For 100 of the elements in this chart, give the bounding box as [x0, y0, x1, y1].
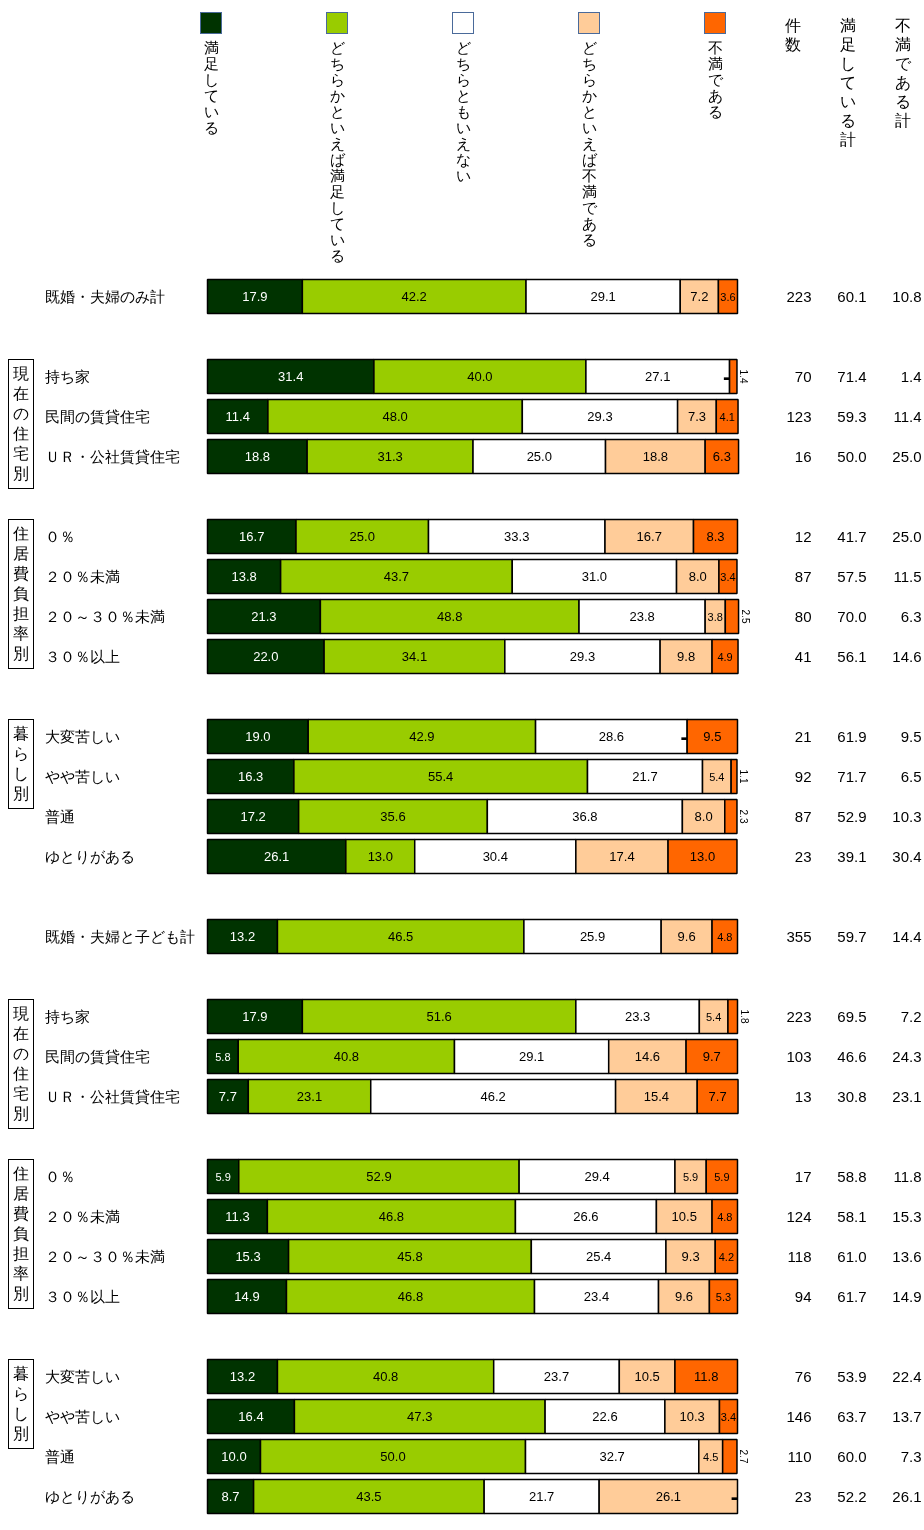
- data-label: 16.7: [636, 529, 662, 544]
- data-label: 2.7: [737, 1449, 749, 1464]
- text: 11.4: [893, 407, 922, 425]
- text: 53.9: [837, 1367, 867, 1385]
- data-label: 13.8: [231, 569, 257, 584]
- y-tick-label: ２０％未満: [44, 567, 120, 586]
- text: 住居費負担率別: [12, 1164, 30, 1304]
- data-label: 3.8: [707, 610, 723, 623]
- text: 13.7: [892, 1407, 922, 1425]
- text: 暮らし別: [12, 724, 30, 804]
- text: 70: [794, 367, 812, 385]
- data-label: 26.1: [655, 1489, 681, 1504]
- text: 現在の住宅別: [12, 364, 30, 484]
- data-label: 30.4: [482, 849, 508, 864]
- data-label: 3.6: [720, 290, 736, 303]
- data-label: 16.7: [239, 529, 265, 544]
- data-label: 50.0: [380, 1449, 406, 1464]
- y-tick-label: 民間の賃貸住宅: [44, 1047, 150, 1066]
- data-label: 36.8: [572, 809, 598, 824]
- data-label: 31.0: [581, 569, 608, 584]
- data-label: 28.6: [598, 729, 625, 744]
- text: 355: [786, 927, 812, 945]
- data-label: 43.5: [356, 1489, 382, 1504]
- text: 52.2: [837, 1487, 867, 1505]
- text: 56.1: [837, 647, 867, 665]
- text: 223: [786, 287, 812, 305]
- data-label: 2.5: [739, 609, 751, 624]
- data-label: 3.4: [720, 570, 736, 583]
- data-label: 23.1: [296, 1089, 323, 1104]
- data-label: 5.4: [706, 1010, 722, 1023]
- data-label: 18.8: [642, 449, 669, 464]
- data-label: 10.3: [679, 1409, 705, 1424]
- data-label: 9.8: [677, 649, 696, 664]
- data-label: 46.2: [480, 1089, 506, 1104]
- text: 15.3: [892, 1207, 922, 1225]
- text: 暮らし別: [12, 1364, 30, 1444]
- data-label: 11.8: [694, 1369, 719, 1384]
- data-label: 5.4: [709, 770, 725, 783]
- data-label: 13.2: [229, 1369, 256, 1384]
- data-label: 23.3: [624, 1009, 651, 1024]
- text: 1.4: [900, 367, 922, 385]
- data-label: 29.1: [590, 289, 616, 304]
- data-label: 7.3: [687, 409, 706, 424]
- data-label: 25.0: [349, 529, 375, 544]
- data-label: 29.1: [518, 1049, 545, 1064]
- text: 住居費負担率別: [12, 524, 30, 664]
- y-tick-label: ＵＲ・公社賃貸住宅: [44, 447, 180, 466]
- data-label: 45.8: [397, 1249, 423, 1264]
- y-tick-label: ゆとりがある: [44, 1487, 135, 1506]
- text: 17: [794, 1167, 812, 1185]
- data-label: 26.6: [573, 1209, 599, 1224]
- text: 23: [794, 1487, 812, 1505]
- text: 11.5: [893, 567, 922, 585]
- legend-label: 不満である: [706, 39, 724, 121]
- data-label: 17.4: [609, 849, 635, 864]
- y-tick-label: ゆとりがある: [44, 847, 135, 866]
- text: 41.7: [837, 527, 867, 545]
- data-label: 32.7: [599, 1449, 625, 1464]
- text: 6.5: [900, 767, 922, 785]
- text: 21: [794, 727, 812, 745]
- data-label: 31.4: [278, 369, 304, 384]
- text: どちらかといえば満足している: [329, 39, 345, 265]
- data-label: 25.4: [585, 1249, 612, 1264]
- y-tick-label: ２０％未満: [44, 1207, 120, 1226]
- data-label: 8.7: [221, 1489, 240, 1504]
- y-tick-label: ２０～３０％未満: [44, 1247, 165, 1266]
- text: 12: [794, 527, 812, 545]
- data-label: 29.3: [569, 649, 596, 664]
- data-label: 9.5: [703, 729, 722, 744]
- data-label: 40.0: [467, 369, 493, 384]
- text: 30.8: [837, 1087, 867, 1105]
- y-tick-label: ０％: [44, 527, 75, 546]
- text: 61.0: [837, 1247, 867, 1265]
- data-label: 6.3: [712, 449, 731, 464]
- data-label: 7.2: [690, 289, 709, 304]
- text: どちらかといえば不満である: [581, 39, 597, 249]
- data-label: 52.9: [366, 1169, 392, 1184]
- text: 13.6: [892, 1247, 922, 1265]
- data-label: 9.6: [677, 929, 696, 944]
- data-label: 17.9: [242, 1009, 268, 1024]
- y-tick-label: 普通: [44, 1447, 75, 1466]
- text: 25.0: [892, 527, 922, 545]
- data-label: 10.0: [221, 1449, 247, 1464]
- data-label: -: [722, 364, 731, 389]
- data-label: 23.8: [629, 609, 655, 624]
- data-label: 14.9: [234, 1289, 260, 1304]
- data-label: 11.4: [225, 409, 250, 424]
- text: 71.4: [837, 367, 867, 385]
- text: 52.9: [837, 807, 867, 825]
- text: 件数: [783, 16, 802, 54]
- data-label: 23.4: [583, 1289, 610, 1304]
- data-label: 3.4: [720, 1410, 737, 1423]
- data-label: 19.0: [245, 729, 271, 744]
- data-label: 51.6: [426, 1009, 452, 1024]
- y-tick-label: 持ち家: [44, 1007, 90, 1026]
- text: 58.1: [837, 1207, 867, 1225]
- data-label: 5.9: [714, 1170, 730, 1183]
- text: 41: [794, 647, 812, 665]
- data-label: 23.7: [543, 1369, 570, 1384]
- data-label: 43.7: [383, 569, 410, 584]
